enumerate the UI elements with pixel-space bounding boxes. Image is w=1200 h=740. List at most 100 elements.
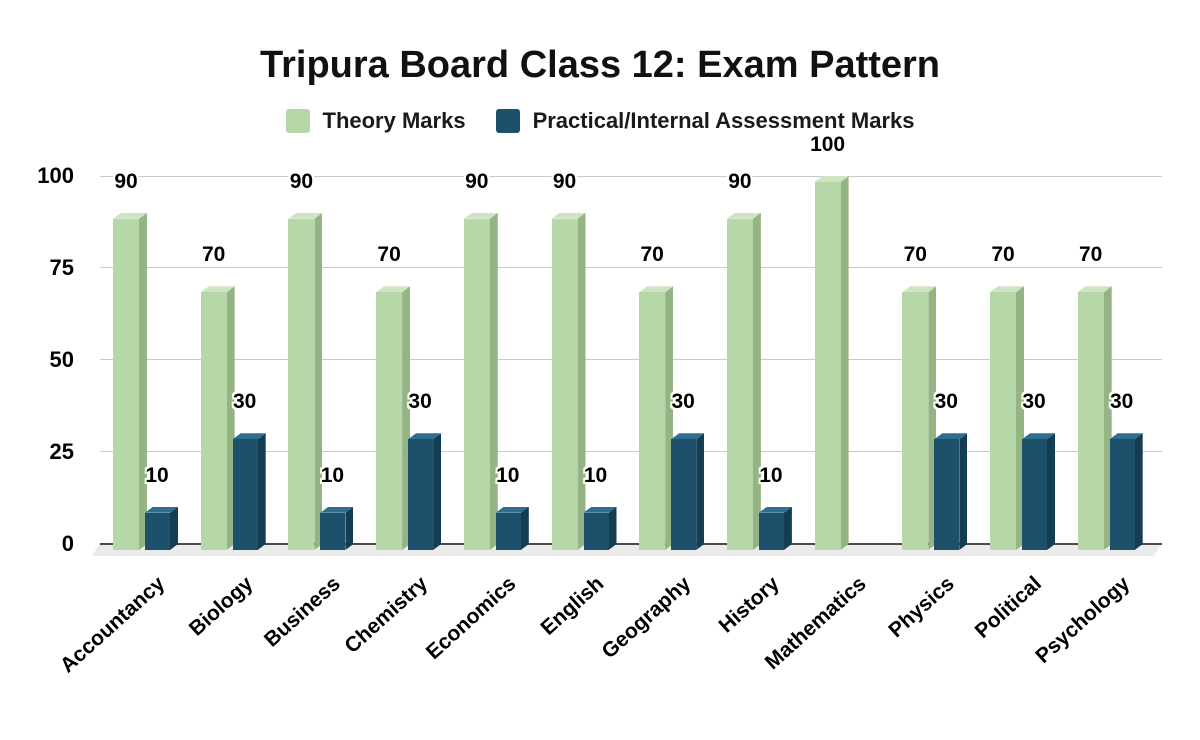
bar-theory-mathematics-front [814, 182, 841, 550]
bar-practical-english [583, 506, 617, 550]
bar-practical-english-side [608, 506, 617, 550]
bar-practical-accountancy-front [145, 512, 170, 550]
bar-practical-history-side [783, 506, 792, 550]
bar-practical-political [1022, 433, 1055, 550]
chart-title: Tripura Board Class 12: Exam Pattern [259, 44, 941, 86]
practical-swatch-icon [495, 109, 520, 133]
x-label-text-psychology: Psychology [1031, 572, 1135, 668]
bar-practical-biology [232, 433, 266, 550]
bar-theory-chemistry-front [376, 292, 403, 550]
bar-theory-biology-top [200, 286, 235, 293]
bar-practical-chemistry-front [408, 439, 434, 550]
bar-practical-geography-side [696, 433, 705, 550]
axis-floor [92, 543, 1162, 556]
bar-theory-mathematics-top [814, 176, 849, 182]
bar-theory-biology-front [200, 292, 227, 550]
bar-practical-english-top [583, 506, 617, 513]
value-label-theory-psychology: 70 [1079, 243, 1103, 267]
bar-practical-accountancy [145, 506, 178, 550]
bar-theory-biology [200, 286, 235, 550]
value-label-theory-accountancy: 90 [114, 169, 138, 193]
bar-theory-english-top [551, 212, 586, 219]
legend: Theory Marks Practical/Internal Assessme… [0, 108, 1200, 134]
bar-theory-political-side [1016, 286, 1024, 550]
bar-theory-accountancy-side [139, 212, 147, 550]
value-label-theory-geography: 70 [640, 243, 664, 267]
bar-theory-geography [639, 286, 674, 550]
bar-theory-physics-front [902, 292, 929, 550]
x-label-psychology: Psychology [879, 572, 1134, 668]
bar-theory-mathematics-side [840, 176, 849, 550]
bar-theory-accountancy [113, 212, 147, 550]
bar-practical-business [320, 506, 354, 550]
value-label-theory-physics: 70 [903, 243, 927, 267]
bar-practical-economics-front [495, 512, 521, 550]
bar-practical-chemistry-top [408, 433, 442, 440]
bar-theory-chemistry-side [402, 286, 411, 550]
bar-theory-physics [902, 286, 937, 550]
value-label-practical-geography: 30 [671, 390, 695, 414]
bar-theory-english [551, 212, 586, 550]
bar-theory-mathematics [814, 176, 849, 550]
y-axis-label-0: 0 [61, 530, 74, 556]
value-label-practical-political: 30 [1022, 390, 1046, 414]
value-label-theory-economics: 90 [465, 169, 489, 193]
value-label-practical-history: 10 [759, 463, 783, 487]
bar-practical-psychology [1109, 433, 1143, 550]
value-label-practical-physics: 30 [934, 390, 958, 414]
bar-practical-political-top [1022, 433, 1055, 440]
bar-theory-business-top [288, 212, 323, 219]
legend-item-practical: Practical/Internal Assessment Marks [495, 108, 915, 134]
value-label-theory-history: 90 [728, 169, 752, 193]
value-label-practical-psychology: 30 [1110, 390, 1134, 414]
bar-theory-geography-front [639, 292, 666, 550]
bar-theory-economics-side [489, 212, 498, 550]
bar-practical-biology-side [257, 433, 266, 550]
bar-practical-economics-side [520, 506, 529, 550]
bar-practical-history [758, 506, 792, 550]
value-label-practical-accountancy: 10 [145, 463, 169, 487]
bar-practical-economics [495, 506, 529, 550]
bar-practical-business-side [345, 506, 354, 550]
bar-theory-business-front [288, 218, 315, 550]
bar-practical-biology-top [232, 433, 266, 440]
bar-theory-political-front [990, 292, 1016, 550]
bar-theory-political-top [990, 286, 1024, 293]
y-axis-label-100: 100 [37, 163, 74, 188]
bar-theory-history-side [752, 212, 761, 550]
gridline-75 [100, 267, 1162, 269]
bar-practical-physics-top [934, 433, 968, 440]
bar-theory-psychology [1077, 286, 1112, 550]
legend-item-theory: Theory Marks [285, 108, 466, 134]
value-label-practical-business: 10 [320, 463, 345, 487]
bar-practical-economics-top [495, 506, 529, 513]
bar-practical-physics-front [934, 439, 960, 550]
value-label-theory-english: 90 [552, 169, 577, 193]
bar-theory-physics-side [928, 286, 937, 550]
bar-practical-physics [934, 433, 968, 550]
bar-practical-history-front [758, 512, 784, 550]
bar-theory-economics [463, 212, 498, 550]
bar-theory-business-side [314, 212, 323, 550]
bar-practical-political-front [1022, 439, 1047, 550]
y-axis-label-25: 25 [49, 438, 74, 464]
value-label-theory-chemistry: 70 [377, 243, 401, 267]
bar-theory-physics-top [902, 286, 937, 293]
bar-practical-english-front [583, 512, 609, 550]
value-label-theory-biology: 70 [202, 243, 226, 267]
value-label-theory-business: 90 [289, 169, 314, 193]
y-axis-label-75: 75 [49, 254, 74, 280]
bar-theory-english-side [577, 212, 586, 550]
bar-theory-economics-top [463, 212, 498, 219]
bar-theory-psychology-front [1077, 292, 1104, 550]
value-label-practical-economics: 10 [496, 463, 520, 487]
value-label-practical-chemistry: 30 [408, 390, 432, 414]
bar-theory-political [990, 286, 1024, 550]
gridline-50 [100, 359, 1162, 361]
bar-theory-accountancy-top [113, 212, 147, 219]
bar-theory-psychology-side [1103, 286, 1112, 550]
bar-theory-accountancy-front [113, 218, 139, 550]
bar-practical-chemistry-side [433, 433, 442, 550]
bar-theory-history-top [726, 212, 761, 219]
